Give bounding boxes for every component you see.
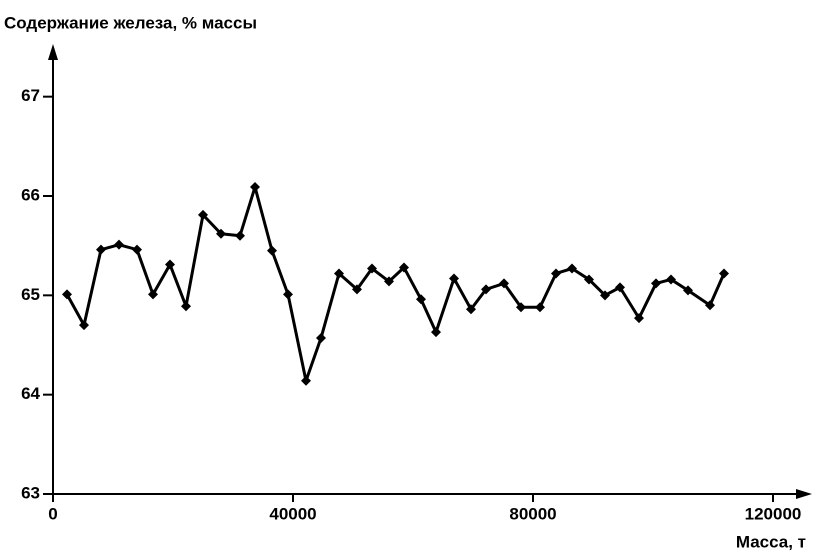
x-tick-label: 0 — [48, 504, 57, 523]
data-point — [301, 375, 312, 386]
data-point — [148, 289, 159, 300]
data-point — [666, 274, 676, 285]
data-point — [96, 244, 106, 255]
data-point — [352, 284, 363, 295]
data-point — [165, 259, 175, 270]
data-point — [235, 230, 246, 241]
data-point — [283, 289, 294, 300]
y-axis-title: Содержание железа, % массы — [4, 13, 257, 32]
data-point — [705, 300, 715, 311]
data-point — [651, 278, 661, 289]
data-point — [430, 327, 441, 338]
data-point — [600, 290, 610, 301]
y-tick-label: 63 — [21, 483, 40, 502]
x-tick-label: 40000 — [269, 504, 316, 523]
data-point — [634, 313, 645, 324]
x-axis-arrow — [796, 489, 812, 499]
data-point — [267, 245, 277, 256]
y-tick-label: 64 — [21, 384, 40, 403]
data-point — [550, 268, 561, 279]
x-tick-label: 80000 — [509, 504, 556, 523]
data-point — [583, 274, 594, 285]
data-point — [535, 302, 546, 313]
y-tick-label: 67 — [21, 86, 40, 105]
data-line — [65, 185, 726, 383]
data-point — [399, 262, 409, 273]
data-point — [615, 282, 625, 293]
data-point — [367, 263, 378, 274]
data-point — [718, 268, 729, 279]
data-point — [216, 228, 226, 239]
data-point — [132, 244, 142, 255]
y-axis-arrow — [48, 44, 58, 60]
y-tick-label: 66 — [21, 185, 40, 204]
data-point — [415, 294, 426, 305]
data-point — [448, 273, 459, 284]
data-point — [481, 284, 492, 295]
data-point — [466, 304, 477, 315]
data-point — [79, 320, 90, 331]
data-point — [334, 268, 345, 279]
x-tick-label: 120000 — [745, 504, 802, 523]
data-point — [499, 278, 510, 289]
data-point — [682, 285, 693, 296]
data-point — [114, 239, 124, 250]
y-tick-label: 65 — [21, 285, 40, 304]
data-point — [384, 276, 394, 287]
data-point — [61, 289, 72, 300]
data-point — [198, 209, 208, 220]
data-point — [250, 182, 261, 193]
data-point — [181, 301, 192, 312]
data-point — [567, 263, 577, 274]
data-point — [316, 333, 327, 344]
data-point — [516, 302, 526, 313]
x-axis-title: Масса, т — [736, 532, 806, 551]
